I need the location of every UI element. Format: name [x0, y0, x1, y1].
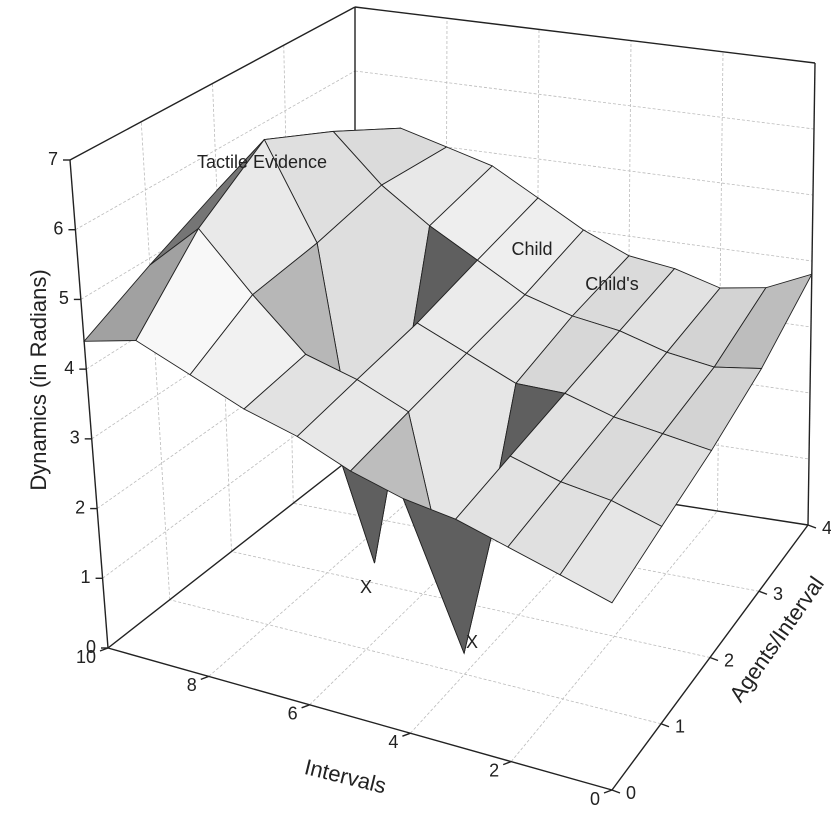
z-tick-label: 2 — [75, 497, 85, 517]
z-tick-label: 6 — [53, 218, 63, 238]
annotation: Child's — [585, 274, 638, 294]
y-tick-label: 3 — [773, 584, 783, 604]
axis-frame — [807, 62, 816, 526]
z-tick-label: 5 — [59, 288, 69, 308]
x-tick-label: 2 — [489, 760, 499, 780]
z-tick-label: 1 — [81, 567, 91, 587]
grid-line — [212, 83, 232, 552]
grid-line — [140, 121, 171, 600]
annotation: Child — [511, 239, 552, 259]
tick-mark — [301, 704, 310, 709]
grid-line — [354, 70, 815, 130]
z-tick-label: 3 — [70, 428, 80, 448]
tick-mark — [603, 789, 613, 794]
tick-mark — [758, 590, 768, 595]
x-axis-title: Intervals — [302, 754, 389, 798]
y-tick-label: 4 — [822, 518, 831, 538]
x-tick-label: 10 — [76, 647, 96, 667]
tick-mark — [807, 524, 817, 529]
annotation: Tactile Evidence — [197, 152, 327, 172]
grid-line — [309, 482, 537, 706]
grid-line — [717, 51, 724, 512]
x-tick-label: 8 — [187, 675, 197, 695]
annotation: X — [466, 632, 478, 652]
x-tick-label: 6 — [288, 704, 298, 724]
z-tick-label: 0 — [86, 637, 96, 657]
surface — [83, 127, 813, 655]
axis-frame — [69, 6, 356, 161]
x-tick-label: 0 — [590, 789, 600, 809]
tick-mark — [402, 732, 411, 737]
tick-mark — [502, 760, 512, 766]
axis-frame — [69, 159, 109, 649]
y-tick-label: 2 — [724, 650, 734, 670]
z-axis-title: Dynamics (in Radians) — [26, 269, 51, 490]
surface-patch — [559, 499, 663, 604]
tick-mark — [660, 723, 670, 728]
y-tick-label: 1 — [675, 717, 685, 737]
grid-line — [91, 262, 356, 440]
axis-frame — [107, 647, 613, 791]
axis-frame — [354, 6, 816, 64]
tick-mark — [709, 656, 719, 662]
z-tick-label: 4 — [64, 358, 74, 378]
grid-line — [510, 510, 718, 762]
tick-mark — [200, 675, 210, 681]
grid-line — [169, 599, 662, 725]
axis-frame — [107, 454, 356, 649]
tick-mark — [99, 647, 109, 652]
z-tick-label: 7 — [48, 149, 58, 169]
y-tick-label: 0 — [626, 783, 636, 803]
annotation: X — [360, 577, 372, 597]
x-tick-label: 4 — [388, 732, 398, 752]
tick-mark — [611, 789, 621, 794]
